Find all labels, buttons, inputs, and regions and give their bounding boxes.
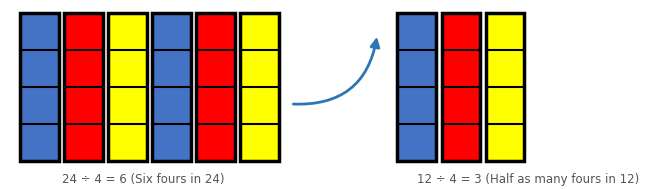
Bar	[196, 13, 235, 161]
Bar	[152, 13, 191, 161]
Bar	[20, 13, 59, 161]
Bar	[64, 13, 103, 161]
Bar	[108, 13, 147, 161]
Bar	[397, 13, 436, 161]
Bar	[196, 13, 235, 161]
Bar	[486, 13, 524, 161]
Bar	[152, 13, 191, 161]
Bar	[486, 13, 524, 161]
Text: 12 ÷ 4 = 3 (Half as many fours in 12): 12 ÷ 4 = 3 (Half as many fours in 12)	[417, 173, 639, 186]
Bar	[64, 13, 103, 161]
Bar	[442, 13, 480, 161]
Bar	[240, 13, 279, 161]
Text: 24 ÷ 4 = 6 (Six fours in 24): 24 ÷ 4 = 6 (Six fours in 24)	[62, 173, 225, 186]
Bar	[20, 13, 59, 161]
Bar	[442, 13, 480, 161]
Bar	[240, 13, 279, 161]
Bar	[397, 13, 436, 161]
Bar	[108, 13, 147, 161]
